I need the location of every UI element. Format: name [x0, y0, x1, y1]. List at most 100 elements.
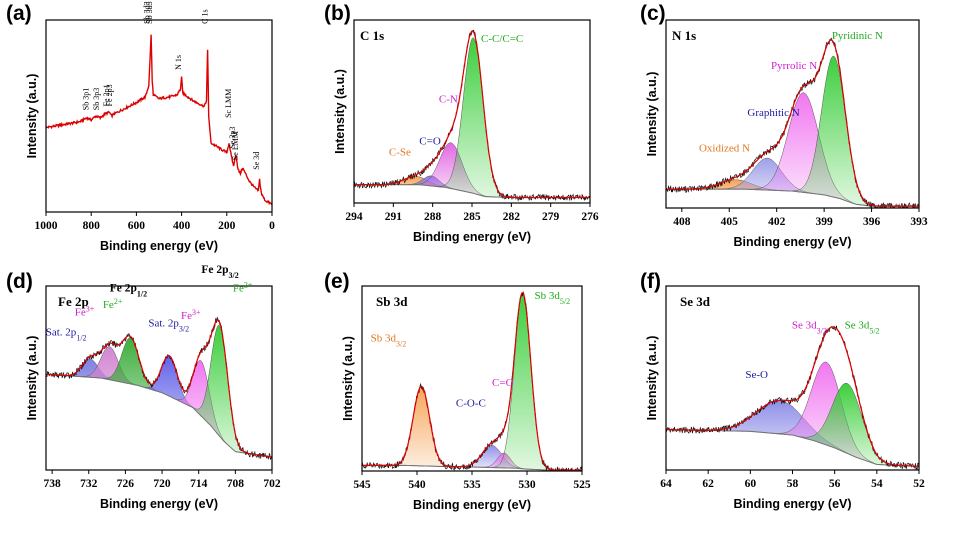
background-line — [666, 188, 919, 207]
y-axis-label: Intensity (a.u.) — [25, 336, 39, 421]
x-tick-label: 54 — [871, 478, 883, 490]
x-axis-label: Binding energy (eV) — [733, 497, 851, 511]
peak-annotation: Fe2+ — [233, 280, 253, 295]
x-tick-label: 399 — [816, 216, 834, 228]
panel-c: (c) N 1s 408 405 402 399 396 393 Binding energy … — [636, 0, 954, 268]
raw-data-line — [362, 291, 582, 471]
x-tick-label: 52 — [913, 478, 925, 490]
x-tick-label: 294 — [345, 211, 363, 223]
plot-area — [46, 316, 272, 461]
axes-frame — [665, 285, 920, 471]
x-axis-label: Binding energy (eV) — [100, 497, 218, 511]
peak-annotation: Sb 3d3 — [143, 1, 152, 23]
panel-a: (a) 1000 800 600 400 200 0 Binding energy (eV) I… — [0, 0, 318, 268]
peak-fill — [362, 292, 582, 471]
x-tick-label: 0 — [269, 220, 275, 232]
axes-frame — [665, 19, 920, 209]
x-tick-label: 1000 — [35, 220, 58, 232]
x-tick-label: 56 — [829, 478, 841, 490]
axes-frame — [361, 285, 583, 472]
y-axis-label: Intensity (a.u.) — [25, 74, 39, 159]
plot-area — [362, 291, 582, 471]
peak-fill — [46, 337, 272, 458]
panel-title: Sb 3d — [376, 294, 408, 309]
panel-title: C 1s — [360, 28, 384, 43]
chart-e-svg: (e) Sb 3d 545 540 535 530 525 Binding energy (e… — [324, 270, 591, 512]
x-tick-label: 540 — [408, 479, 426, 491]
raw-data-line — [666, 325, 919, 470]
y-axis-label: Intensity (a.u.) — [645, 72, 659, 157]
y-axis-label: Intensity (a.u.) — [333, 69, 347, 154]
x-axis-label: Binding energy (eV) — [413, 498, 531, 512]
x-tick-label: 738 — [43, 478, 61, 490]
panel-label: (f) — [640, 270, 661, 293]
peak-annotation: Fe 2p1 — [102, 84, 111, 106]
chart-c-svg: (c) N 1s 408 405 402 399 396 393 Binding energy … — [640, 2, 928, 249]
x-tick-label: 291 — [385, 211, 403, 223]
chart-d-svg: (d) Fe 2p 738 732 726 720 714 708 702 Binding ene… — [6, 264, 281, 511]
panel-f: (f) Se 3d 64 62 60 58 56 54 52 Binding energy (eV… — [636, 268, 954, 536]
x-tick-label: 400 — [173, 220, 191, 232]
peak-annotation: Fe3+ — [181, 308, 201, 323]
x-tick-label: 393 — [910, 216, 928, 228]
x-tick-label: 800 — [83, 220, 101, 232]
x-tick-label: 279 — [542, 211, 560, 223]
peak-annotation: Oxidized N — [699, 143, 750, 155]
panel-title: N 1s — [672, 28, 696, 43]
x-tick-label: 200 — [218, 220, 236, 232]
peak-annotation: Sc LMM — [224, 89, 233, 118]
peak-annotation: Se 3p3 — [228, 127, 237, 149]
x-axis-label: Binding energy (eV) — [413, 230, 531, 244]
panel-title: Fe 2p — [58, 294, 89, 309]
peak-annotation: Pyridinic N — [832, 30, 883, 42]
x-tick-label: 545 — [353, 479, 371, 491]
peak-annotation: C-Se — [389, 146, 411, 158]
chart-b-svg: (b) C 1s 294 291 288 285 282 279 276 Binding ener… — [324, 2, 599, 244]
x-tick-label: 64 — [660, 478, 672, 490]
peak-annotation: N 1s — [174, 55, 183, 70]
peak-annotation: Sat. 2p1/2 — [46, 327, 87, 343]
axes-frame — [45, 285, 273, 471]
panel-title: Se 3d — [680, 294, 711, 309]
panel-label: (a) — [6, 2, 32, 25]
x-tick-label: 60 — [745, 478, 757, 490]
peak-annotation: Sb 3d5 — [145, 1, 154, 23]
x-tick-label: 402 — [768, 216, 786, 228]
plot-area — [46, 34, 272, 206]
x-tick-label: 62 — [702, 478, 714, 490]
peak-annotation: Sb 3d3/2 — [371, 333, 407, 349]
x-tick-label: 714 — [190, 478, 208, 490]
x-tick-label: 396 — [863, 216, 881, 228]
peak-annotation: C=O — [492, 377, 514, 389]
panel-e: (e) Sb 3d 545 540 535 530 525 Binding energy (e… — [318, 268, 636, 536]
x-tick-label: 525 — [573, 479, 591, 491]
fit-envelope — [46, 319, 272, 458]
x-tick-label: 285 — [463, 211, 481, 223]
peak-annotation: C 1s — [201, 9, 210, 23]
peak-fill — [354, 37, 590, 198]
x-tick-label: 600 — [128, 220, 146, 232]
x-tick-label: 720 — [153, 478, 171, 490]
panel-label: (c) — [640, 2, 666, 25]
series-line-survey — [46, 34, 272, 206]
x-tick-label: 276 — [581, 211, 599, 223]
peak-annotation: Se 3d5/2 — [845, 319, 880, 335]
x-axis-label: Binding energy (eV) — [100, 239, 218, 253]
peak-annotation: C-C/C=C — [481, 33, 523, 45]
peak-annotation: Fe2+ — [103, 297, 123, 312]
peak-annotation: Se 3d — [252, 152, 261, 170]
plot-area — [666, 325, 919, 470]
peak-annotation: Se 3d3/2 — [792, 319, 827, 335]
x-tick-label: 732 — [80, 478, 98, 490]
peak-annotation: Sb 3p3 — [92, 88, 101, 110]
chart-a-svg: (a) 1000 800 600 400 200 0 Binding energy (eV) I… — [6, 1, 275, 253]
x-tick-label: 405 — [721, 216, 739, 228]
x-tick-label: 535 — [463, 479, 481, 491]
x-tick-label: 530 — [518, 479, 536, 491]
fit-envelope — [666, 39, 919, 207]
panel-label: (e) — [324, 270, 350, 293]
background-line — [46, 373, 272, 458]
x-tick-label: 288 — [424, 211, 442, 223]
peak-annotation: C-N — [439, 93, 458, 105]
peak-annotation: Fe3+ — [75, 304, 95, 319]
